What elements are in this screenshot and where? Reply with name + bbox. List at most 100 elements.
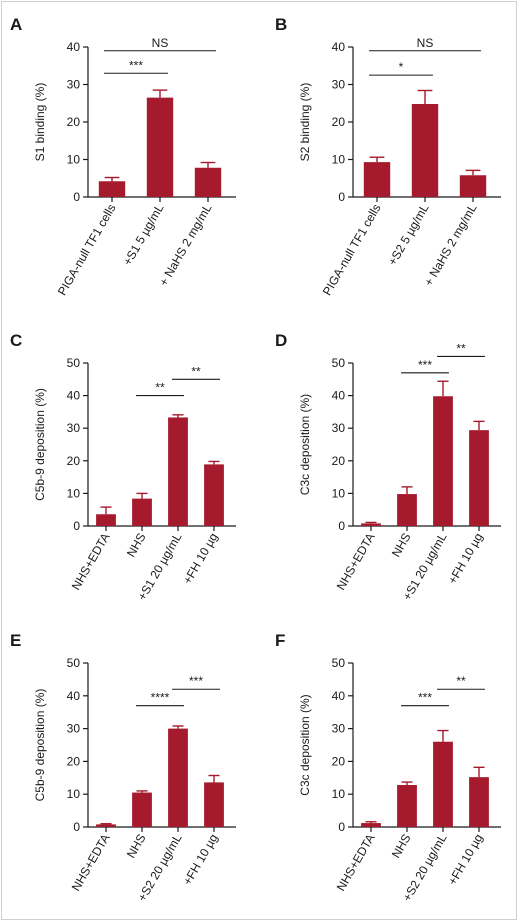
y-tick-label: 10 (67, 153, 81, 167)
bar (132, 498, 152, 526)
bar (98, 181, 126, 197)
x-tick-label: NHS (389, 832, 414, 861)
bar (397, 785, 417, 827)
x-tick-label: NHS+EDTA (334, 832, 378, 894)
bar (363, 162, 391, 197)
y-tick-label: 40 (332, 389, 346, 403)
panel-b-letter: B (275, 15, 287, 34)
x-tick-label: NHS (124, 832, 149, 861)
bar (469, 777, 489, 827)
x-tick-label: + NaHS 2 mg/mL (421, 201, 479, 288)
y-axis-label: S1 binding (%) (33, 83, 47, 162)
panel-d-letter: D (275, 331, 287, 350)
significance-label: * (399, 60, 404, 74)
panel-a-letter: A (10, 15, 22, 34)
panel-c: C 0 10 20 30 40 50 C5b-9 deposition (%) NHS+EDTA… (10, 331, 236, 603)
y-tick-label: 10 (67, 787, 81, 801)
significance-label: *** (418, 358, 432, 372)
bar (361, 523, 381, 526)
bar (411, 104, 439, 197)
y-tick-label: 0 (338, 519, 345, 533)
y-tick-label: 0 (73, 820, 80, 834)
significance-label: ** (191, 364, 201, 378)
y-tick-label: 20 (332, 754, 346, 768)
y-tick-label: 30 (332, 78, 346, 92)
panel-f: F 0 10 20 30 40 50 C3c deposition (%) NHS+EDTA NH… (275, 631, 501, 904)
significance-label: NS (152, 36, 169, 50)
y-tick-label: 10 (332, 486, 346, 500)
x-tick-label: PIGA-null TF1 cells (55, 202, 119, 298)
bar (96, 514, 116, 526)
x-tick-label: + NaHS 2 mg/mL (156, 201, 214, 288)
bar (204, 464, 224, 526)
bar (146, 97, 174, 197)
bar (168, 728, 188, 827)
bar (361, 823, 381, 827)
x-tick-label: PIGA-null TF1 cells (320, 202, 384, 298)
y-tick-label: 40 (67, 389, 81, 403)
y-axis-label: C3c deposition (%) (298, 394, 312, 495)
bar (433, 396, 453, 526)
panel-e: E 0 10 20 30 40 50 C5b-9 deposition (%) NHS+EDTA… (10, 631, 236, 904)
y-tick-label: 30 (67, 722, 81, 736)
y-tick-label: 40 (332, 689, 346, 703)
y-tick-label: 50 (332, 356, 346, 370)
significance-label: *** (129, 58, 143, 72)
panel-e-letter: E (10, 631, 21, 650)
panel-a: A 0 10 20 30 40 S1 binding (%) PIGA-null TF1 ce… (10, 15, 236, 298)
y-tick-label: 20 (67, 754, 81, 768)
bar (433, 741, 453, 827)
bar (469, 430, 489, 526)
y-axis-label: S2 binding (%) (298, 83, 312, 162)
x-tick-label: NHS+EDTA (69, 531, 113, 593)
significance-label: NS (417, 36, 434, 50)
x-tick-label: +FH 10 µg (445, 832, 485, 888)
y-tick-label: 0 (73, 190, 80, 204)
x-tick-label: NHS+EDTA (69, 832, 113, 894)
panel-f-letter: F (275, 631, 285, 650)
y-tick-label: 40 (332, 40, 346, 54)
bar (132, 792, 152, 827)
x-tick-label: +FH 10 µg (445, 531, 485, 587)
y-tick-label: 10 (67, 486, 81, 500)
bar (459, 175, 487, 197)
y-tick-label: 0 (338, 190, 345, 204)
y-tick-label: 50 (67, 656, 81, 670)
bar (168, 417, 188, 526)
x-tick-label: +FH 10 µg (180, 832, 220, 888)
y-tick-label: 30 (332, 421, 346, 435)
y-tick-label: 10 (332, 153, 346, 167)
y-tick-label: 50 (67, 356, 81, 370)
y-axis-label: C5b-9 deposition (%) (33, 388, 47, 501)
panel-b: B 0 10 20 30 40 S2 binding (%) PIGA-null TF1 ce… (275, 15, 501, 298)
panel-c-letter: C (10, 331, 22, 350)
y-tick-label: 50 (332, 656, 346, 670)
bar (204, 782, 224, 827)
x-tick-label: NHS+EDTA (334, 531, 378, 593)
significance-label: ** (155, 381, 165, 395)
y-tick-label: 30 (67, 78, 81, 92)
y-tick-label: 30 (67, 421, 81, 435)
significance-label: ** (456, 674, 466, 688)
y-tick-label: 10 (332, 787, 346, 801)
y-tick-label: 20 (67, 454, 81, 468)
significance-label: **** (151, 691, 170, 705)
x-tick-label: +S1 5 µg/mL (120, 201, 167, 268)
bar (397, 494, 417, 526)
x-tick-label: +FH 10 µg (180, 531, 220, 587)
y-tick-label: 30 (332, 722, 346, 736)
y-axis-label: C3c deposition (%) (298, 694, 312, 795)
significance-label: *** (418, 691, 432, 705)
x-tick-label: +S2 5 µg/mL (385, 201, 432, 268)
y-tick-label: 20 (332, 115, 346, 129)
y-tick-label: 40 (67, 40, 81, 54)
panel-d: D 0 10 20 30 40 50 C3c deposition (%) NHS+EDTA NH… (275, 331, 501, 603)
x-tick-label: NHS (124, 531, 149, 560)
bar (194, 167, 222, 197)
significance-label: ** (456, 341, 466, 355)
x-tick-label: NHS (389, 531, 414, 560)
y-tick-label: 0 (73, 519, 80, 533)
y-tick-label: 20 (332, 454, 346, 468)
